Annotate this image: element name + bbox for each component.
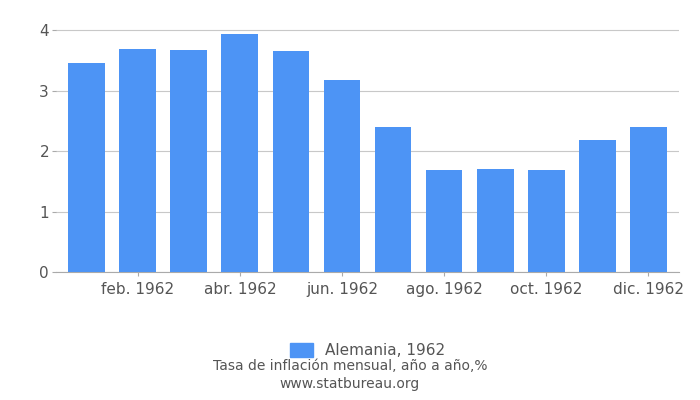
- Bar: [477, 169, 514, 272]
- Text: Tasa de inflación mensual, año a año,%: Tasa de inflación mensual, año a año,%: [213, 359, 487, 373]
- Bar: [374, 127, 412, 272]
- Bar: [119, 50, 156, 272]
- Bar: [272, 51, 309, 272]
- Bar: [323, 80, 360, 272]
- Text: www.statbureau.org: www.statbureau.org: [280, 377, 420, 391]
- Legend: Alemania, 1962: Alemania, 1962: [284, 337, 452, 364]
- Bar: [69, 63, 105, 272]
- Bar: [528, 170, 565, 272]
- Bar: [170, 50, 207, 272]
- Bar: [579, 140, 616, 272]
- Bar: [221, 34, 258, 272]
- Bar: [426, 170, 463, 272]
- Bar: [630, 127, 666, 272]
